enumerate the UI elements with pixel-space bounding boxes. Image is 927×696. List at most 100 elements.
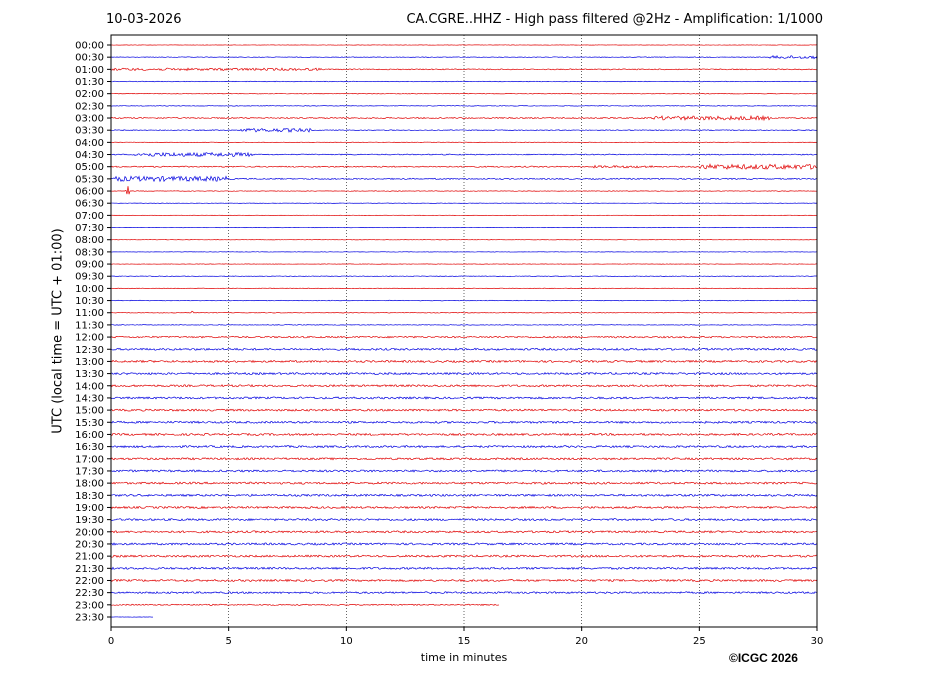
y-tick-label: 01:30 (75, 77, 104, 88)
trace-0500 (110, 163, 818, 170)
y-tick-label: 02:30 (75, 101, 104, 112)
y-tick-label: 18:00 (75, 479, 104, 490)
trace-1300 (110, 359, 818, 364)
y-tick-label: 15:30 (75, 418, 104, 429)
x-axis-label: time in minutes (420, 651, 508, 664)
y-tick-label: 20:30 (75, 539, 104, 550)
y-tick-label: 08:00 (75, 235, 104, 246)
y-tick-label: 05:30 (75, 174, 104, 185)
y-tick-label: 11:00 (75, 308, 104, 319)
trace-1830 (110, 493, 818, 497)
trace-2200 (110, 578, 818, 583)
y-tick-label: 03:30 (75, 126, 104, 137)
trace-1530 (110, 420, 818, 424)
trace-1600 (110, 432, 818, 437)
trace-2000 (110, 530, 818, 534)
x-tick-label: 20 (575, 636, 588, 647)
trace-0130 (110, 80, 818, 83)
y-tick-label: 22:00 (75, 576, 104, 587)
y-tick-label: 17:30 (75, 466, 104, 477)
trace-1000 (110, 287, 818, 290)
x-tick-label: 25 (693, 636, 706, 647)
trace-1100 (110, 310, 818, 314)
y-tick-label: 18:30 (75, 491, 104, 502)
y-tick-label: 10:30 (75, 296, 104, 307)
trace-1330 (110, 371, 818, 376)
trace-1230 (110, 347, 818, 351)
trace-0230 (110, 105, 818, 107)
y-tick-label: 09:30 (75, 272, 104, 283)
y-tick-label: 13:00 (75, 357, 104, 368)
trace-0200 (110, 92, 818, 95)
x-tick-label: 5 (225, 636, 231, 647)
y-axis-label: UTC (local time = UTC + 01:00) (50, 228, 66, 434)
copyright-text: ©ICGC 2026 (729, 651, 798, 665)
trace-1400 (110, 383, 818, 388)
x-tick-label: 0 (108, 636, 114, 647)
y-tick-label: 01:00 (75, 65, 104, 76)
trace-2300 (110, 603, 500, 606)
x-tick-label: 10 (340, 636, 353, 647)
trace-0100 (110, 67, 818, 72)
trace-2100 (110, 554, 818, 558)
chart-date: 10-03-2026 (106, 12, 182, 27)
y-tick-label: 05:00 (75, 162, 104, 173)
x-tick-label: 15 (458, 636, 471, 647)
chart-title: CA.CGRE..HHZ - High pass filtered @2Hz -… (406, 12, 823, 27)
y-tick-label: 21:30 (75, 564, 104, 575)
y-tick-label: 11:30 (75, 320, 104, 331)
y-tick-label: 17:00 (75, 454, 104, 465)
y-tick-label: 03:00 (75, 114, 104, 125)
y-tick-label: 12:00 (75, 333, 104, 344)
y-tick-label: 00:30 (75, 53, 104, 64)
y-tick-label: 23:00 (75, 600, 104, 611)
y-tick-label: 19:30 (75, 515, 104, 526)
y-tick-label: 08:30 (75, 247, 104, 258)
y-tick-label: 06:30 (75, 199, 104, 210)
y-tick-label: 15:00 (75, 406, 104, 417)
trace-1930 (110, 517, 818, 522)
trace-0600 (110, 186, 818, 195)
y-tick-label: 23:30 (75, 612, 104, 623)
y-tick-label: 07:30 (75, 223, 104, 234)
trace-0330 (110, 127, 818, 133)
trace-1200 (110, 335, 818, 339)
y-tick-label: 21:00 (75, 552, 104, 563)
traces (110, 44, 818, 618)
trace-1630 (110, 444, 818, 449)
y-tick-label: 16:30 (75, 442, 104, 453)
trace-1900 (110, 505, 818, 510)
trace-1130 (110, 324, 818, 326)
y-tick-label: 06:00 (75, 187, 104, 198)
y-tick-label: 19:00 (75, 503, 104, 514)
y-tick-label: 00:00 (75, 41, 104, 52)
trace-0300 (110, 114, 818, 122)
y-tick-label: 13:30 (75, 369, 104, 380)
trace-1730 (110, 469, 818, 473)
y-tick-label: 12:30 (75, 345, 104, 356)
y-tick-label: 04:00 (75, 138, 104, 149)
y-tick-label: 07:00 (75, 211, 104, 222)
y-tick-label: 09:00 (75, 260, 104, 271)
y-tick-label: 22:30 (75, 588, 104, 599)
y-tick-label: 10:00 (75, 284, 104, 295)
x-tick-label: 30 (811, 636, 824, 647)
y-tick-label: 04:30 (75, 150, 104, 161)
trace-2130 (110, 566, 818, 571)
trace-1800 (110, 481, 818, 485)
vertical-grid (228, 35, 700, 627)
x-tick-labels: 0 5 10 15 20 25 30 (108, 627, 824, 647)
trace-2230 (110, 591, 818, 595)
trace-1030 (110, 299, 818, 302)
y-tick-label: 14:30 (75, 393, 104, 404)
trace-0030 (110, 54, 818, 60)
plot-frame (110, 34, 818, 628)
trace-2030 (110, 542, 818, 546)
trace-1430 (110, 396, 818, 400)
trace-0400 (110, 141, 818, 144)
y-tick-label: 16:00 (75, 430, 104, 441)
trace-1700 (110, 457, 818, 461)
trace-0530 (110, 175, 818, 183)
